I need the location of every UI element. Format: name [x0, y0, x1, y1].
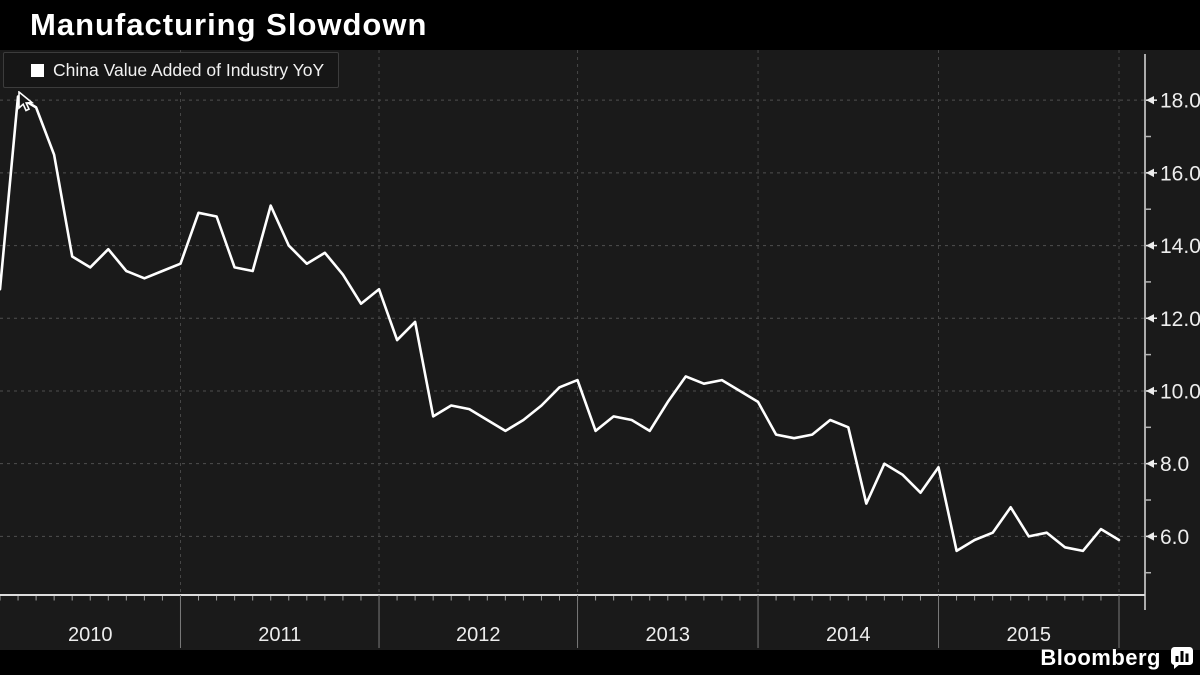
y-axis-label: 6.0 — [1160, 526, 1189, 549]
year-label: 2012 — [456, 624, 501, 646]
legend-series-marker-icon — [31, 63, 44, 77]
y-axis-label: 14.0 — [1160, 235, 1200, 258]
year-label: 2014 — [826, 624, 871, 646]
title-bar: Manufacturing Slowdown — [0, 0, 1200, 50]
y-tick-arrow-icon — [1146, 95, 1154, 105]
legend-label: China Value Added of Industry YoY — [53, 59, 325, 80]
page-title: Manufacturing Slowdown — [30, 7, 428, 42]
bloomberg-wordmark: Bloomberg — [1040, 645, 1161, 670]
bloomberg-logo: Bloomberg — [1040, 644, 1194, 672]
y-tick-arrow-icon — [1146, 459, 1154, 468]
y-axis-label: 10.0 — [1160, 380, 1200, 403]
y-axis-label: 12.0 — [1160, 308, 1200, 331]
chart-canvas: 2010 2011 2012 2013 2014 2015 18.0 16.0 14.0 12.0… — [0, 50, 1200, 650]
y-tick-arrow-icon — [1146, 241, 1154, 250]
y-axis-label: 18.0 — [1160, 90, 1200, 113]
plot-background — [0, 50, 1200, 650]
y-tick-arrow-icon — [1146, 168, 1154, 178]
y-axis-label: 8.0 — [1160, 453, 1189, 476]
year-label: 2011 — [258, 624, 301, 646]
year-label: 2013 — [646, 624, 691, 646]
y-tick-arrow-icon — [1146, 386, 1154, 396]
year-label: 2015 — [1007, 624, 1052, 646]
series-line — [0, 95, 1121, 553]
y-tick-arrow-icon — [1146, 314, 1154, 323]
y-tick-arrow-icon — [1146, 532, 1154, 541]
bloomberg-chart-glyph-icon — [1171, 647, 1193, 669]
y-axis-label: 16.0 — [1160, 162, 1200, 185]
legend: China Value Added of Industry YoY — [3, 52, 340, 88]
mouse-cursor-icon — [18, 91, 35, 112]
year-label: 2010 — [68, 624, 113, 646]
